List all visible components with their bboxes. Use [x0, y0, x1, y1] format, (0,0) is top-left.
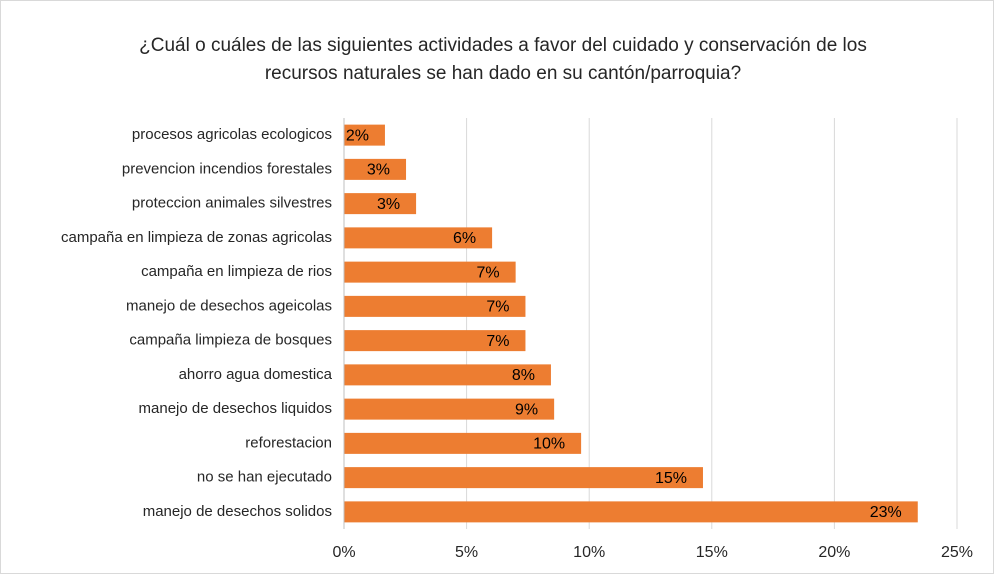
bar [344, 295, 526, 317]
x-tick-label: 5% [455, 544, 478, 561]
y-tick-label: no se han ejecutado [197, 469, 332, 486]
bar [344, 398, 555, 420]
y-tick-label: manejo de desechos ageicolas [126, 297, 332, 314]
value-label: 7% [486, 299, 509, 316]
value-label: 2% [346, 127, 369, 144]
value-label: 9% [515, 401, 538, 418]
y-tick-label: campaña en limpieza de zonas agricolas [61, 229, 332, 246]
bar [344, 261, 516, 283]
y-tick-label: proteccion animales silvestres [132, 195, 332, 212]
bar [344, 501, 918, 523]
bar [344, 124, 385, 146]
bar [344, 158, 407, 180]
y-tick-label: manejo de desechos solidos [143, 503, 332, 520]
y-tick-label: campaña en limpieza de rios [141, 263, 332, 280]
bar [344, 364, 551, 386]
value-label: 10% [533, 436, 565, 453]
value-label: 23% [870, 504, 902, 521]
x-tick-label: 20% [818, 544, 850, 561]
chart-title: ¿Cuál o cuáles de las siguientes activid… [139, 35, 867, 56]
value-label: 3% [367, 162, 390, 179]
x-tick-label: 10% [573, 544, 605, 561]
x-tick-label: 25% [941, 544, 973, 561]
value-label: 6% [453, 230, 476, 247]
value-label: 7% [477, 264, 500, 281]
value-label: 8% [512, 367, 535, 384]
y-tick-label: procesos agricolas ecologicos [132, 126, 332, 143]
value-label: 15% [655, 470, 687, 487]
bar [344, 193, 417, 215]
y-tick-label: reforestacion [245, 434, 332, 451]
x-tick-label: 15% [696, 544, 728, 561]
bar [344, 227, 493, 249]
y-tick-label: manejo de desechos liquidos [139, 400, 332, 417]
bar [344, 467, 703, 489]
value-label: 7% [486, 333, 509, 350]
value-label: 3% [377, 196, 400, 213]
bar [344, 432, 582, 454]
chart-title: recursos naturales se han dado en su can… [265, 63, 741, 84]
y-tick-label: campaña limpieza de bosques [129, 332, 332, 349]
y-tick-label: prevencion incendios forestales [122, 160, 332, 177]
bar [344, 330, 526, 352]
y-tick-label: ahorro agua domestica [179, 366, 333, 383]
x-tick-label: 0% [332, 544, 355, 561]
